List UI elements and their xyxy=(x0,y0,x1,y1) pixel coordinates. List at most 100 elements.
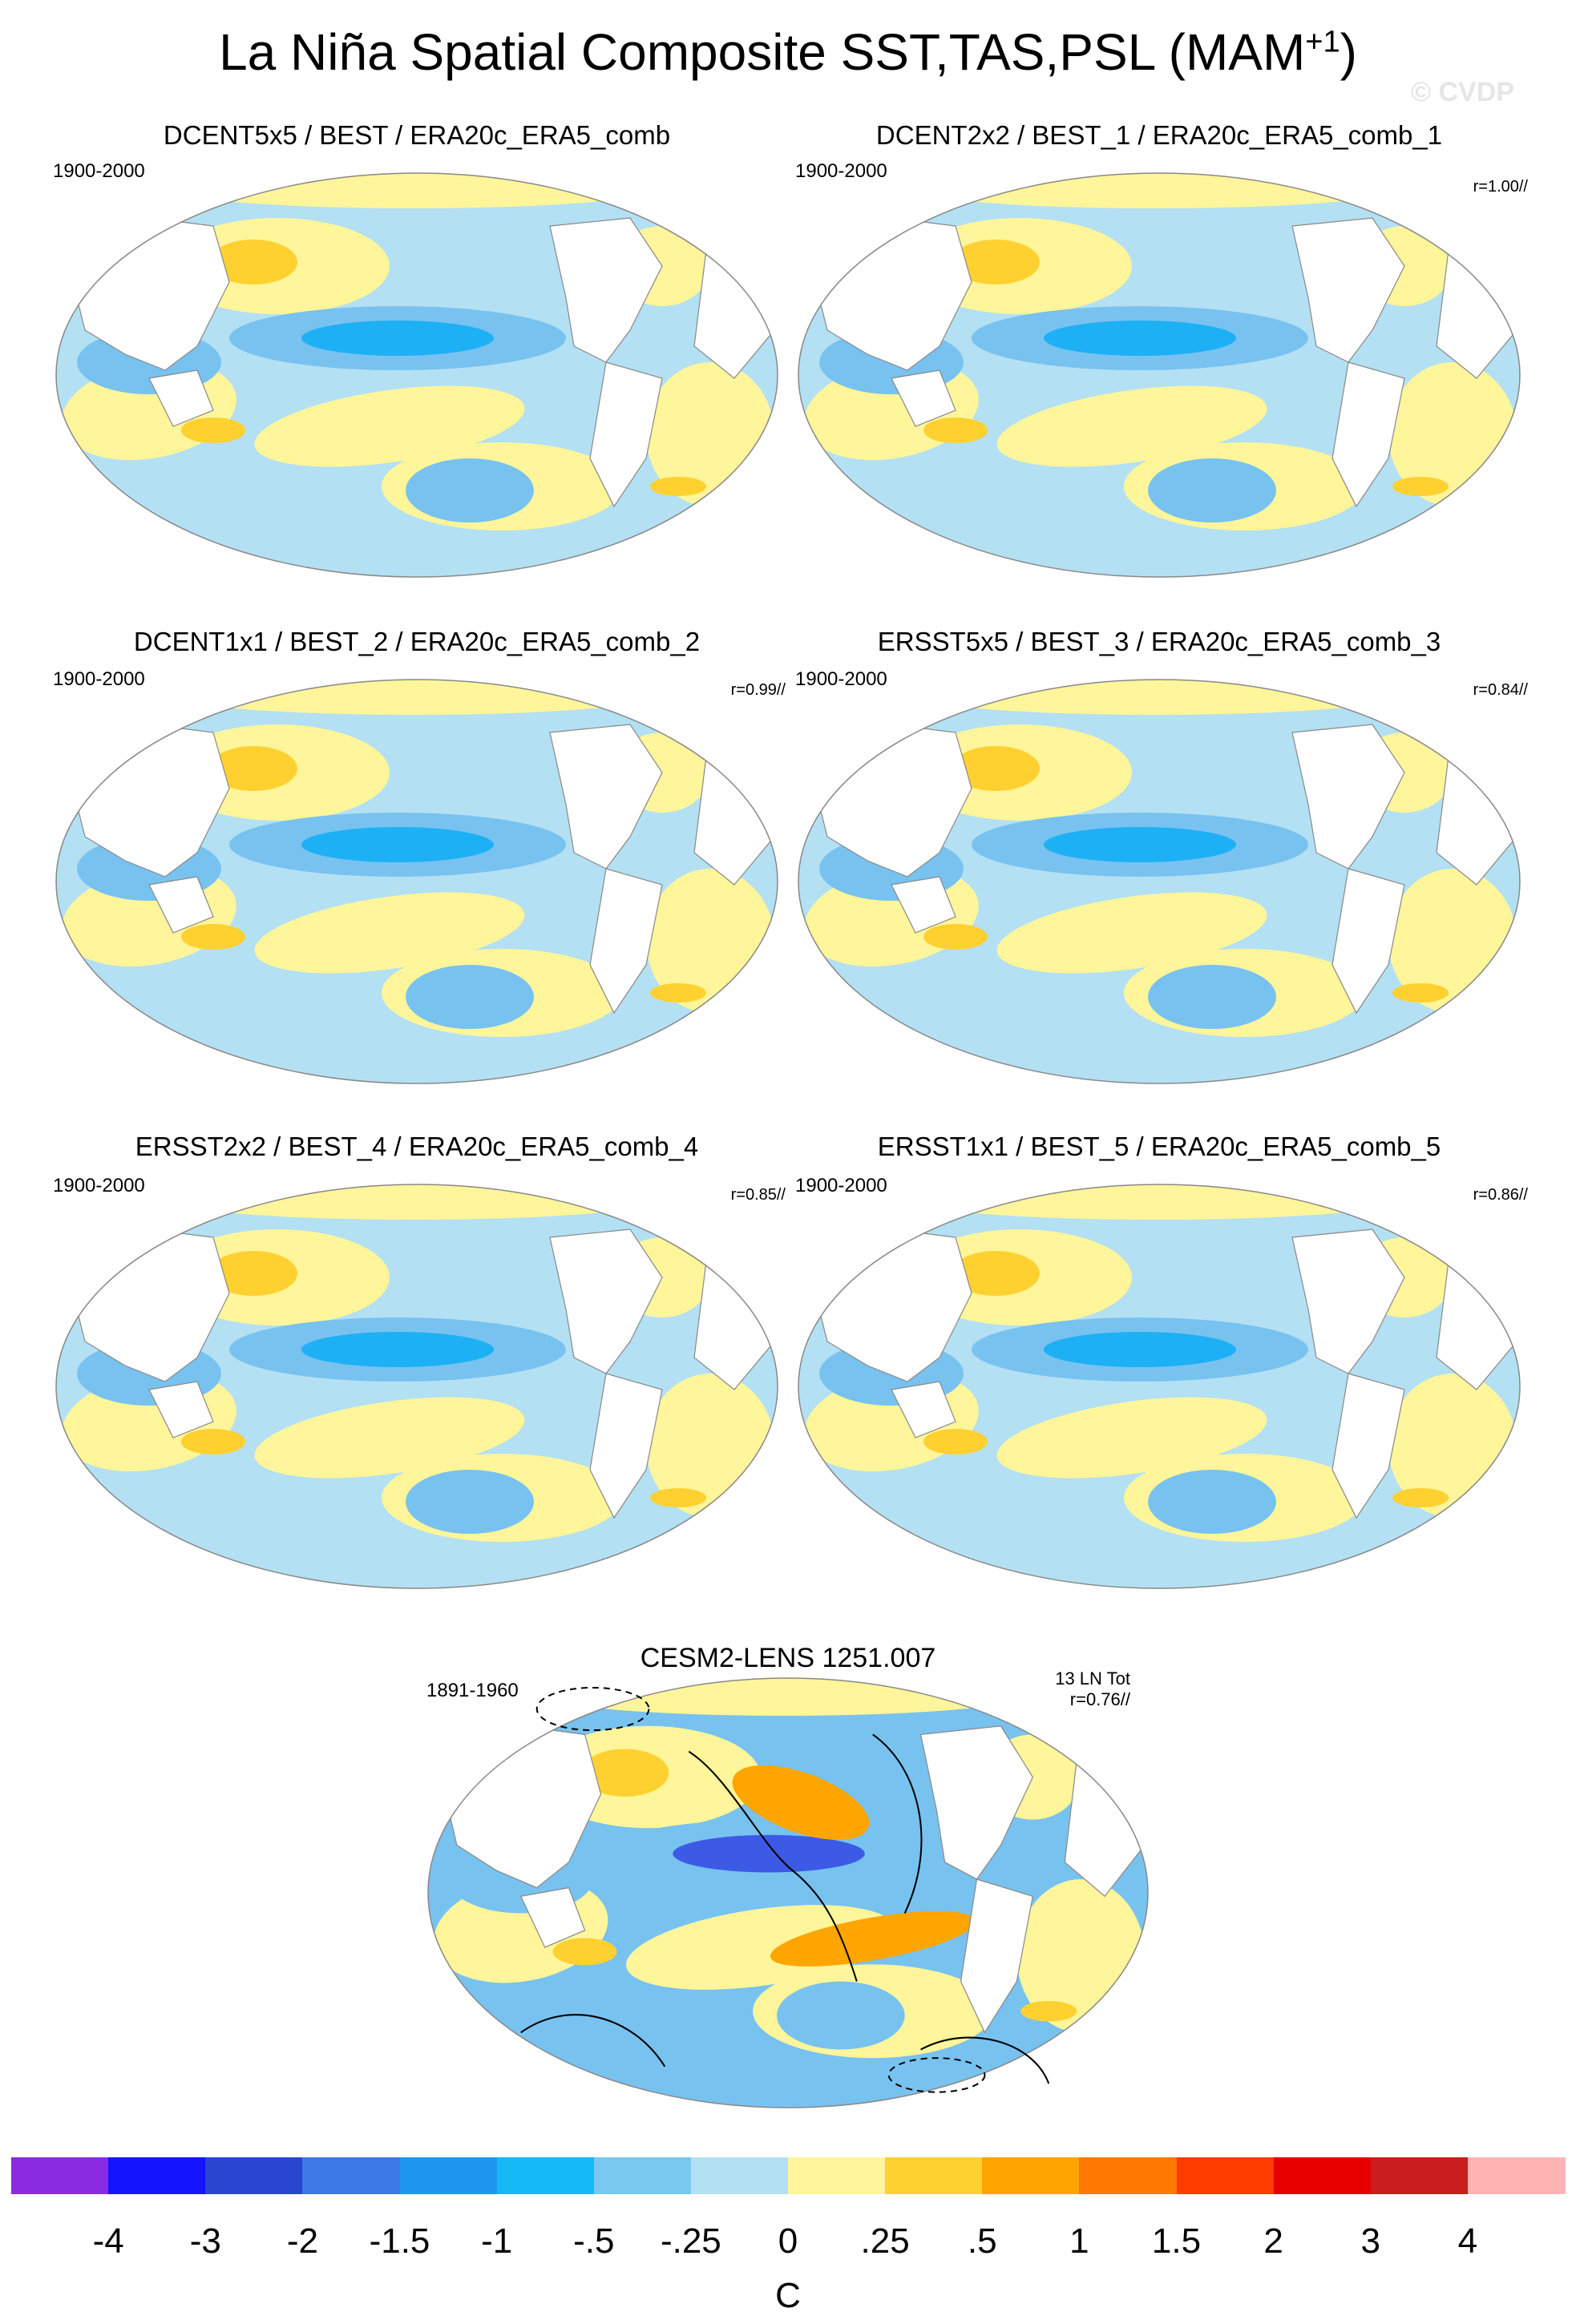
colorbar-segment xyxy=(205,2157,303,2194)
land-mass xyxy=(891,369,956,427)
colorbar-tick-label: -.5 xyxy=(573,2221,615,2261)
map-outline xyxy=(55,172,778,578)
panel-years: 1900-2000 xyxy=(53,1175,145,1196)
warm-north-pacific-core xyxy=(209,746,297,791)
warm-kuroshio-core xyxy=(732,1765,870,1840)
cool-south-pacific-cell xyxy=(1148,965,1276,1029)
map-fill-layer xyxy=(56,1184,778,1588)
warm-indian-core xyxy=(923,418,988,443)
warm-north-pacific-core xyxy=(952,746,1040,791)
panel-correlation: r=0.99// xyxy=(730,681,786,699)
panel-title: DCENT2x2 / BEST_1 / ERA20c_ERA5_comb_1 xyxy=(875,120,1443,150)
colorbar-tick-label: .5 xyxy=(967,2221,997,2261)
colorbar-tick-label: -.25 xyxy=(660,2221,721,2261)
figure-title: La Niña Spatial Composite SST,TAS,PSL (M… xyxy=(219,23,1357,81)
panel-years: 1900-2000 xyxy=(53,668,145,690)
map-ersst5x5 xyxy=(798,679,1521,1084)
cool-equatorial-core xyxy=(1044,321,1236,356)
colorbar-tick-label: -1.5 xyxy=(369,2221,430,2261)
colorbar-segment xyxy=(108,2157,206,2194)
land-mass xyxy=(1291,1229,1405,1374)
warm-south-atlantic-core xyxy=(1020,2000,1077,2022)
cool-equatorial-core xyxy=(301,321,494,356)
land-mass xyxy=(148,876,214,934)
land-mass xyxy=(1332,1373,1405,1519)
colorbar-units: C xyxy=(775,2276,801,2315)
land-mass xyxy=(1332,361,1405,508)
colorbar-tick-label: -1 xyxy=(481,2221,513,2261)
colorbar-tick-label: 2 xyxy=(1263,2221,1283,2261)
panel-years: 1900-2000 xyxy=(795,668,887,690)
warm-indian-core xyxy=(181,1429,245,1455)
land-mass xyxy=(919,1725,1034,1880)
cool-equatorial-core xyxy=(1044,1332,1236,1367)
warm-south-atlantic-core xyxy=(1392,1488,1449,1507)
map-outline xyxy=(798,172,1521,578)
colorbar-segment xyxy=(302,2157,400,2194)
land-mass xyxy=(1291,217,1405,363)
map-ersst1x1 xyxy=(798,1184,1521,1589)
panel-title: CESM2-LENS 1251.007 xyxy=(640,1643,936,1673)
panel-years: 1900-2000 xyxy=(795,160,887,182)
land-mass xyxy=(1291,724,1405,869)
map-dcent5x5 xyxy=(55,172,778,578)
warm-south-atlantic-core xyxy=(650,1488,706,1507)
panel-dcent2x2: DCENT2x2 / BEST_1 / ERA20c_ERA5_comb_1 1… xyxy=(790,120,1528,585)
warm-indian-core xyxy=(923,1429,988,1455)
cool-south-pacific-cell xyxy=(1148,1470,1276,1534)
cool-south-pacific-cell xyxy=(1148,458,1276,522)
panel-cesm2-lens: CESM2-LENS 1251.007 1891-1960 13 LN Tot … xyxy=(417,1643,1159,2116)
panel-years: 1891-1960 xyxy=(426,1680,519,1701)
panel-correlation: r=0.85// xyxy=(730,1186,786,1204)
panel-count: 13 LN Tot xyxy=(1055,1668,1130,1689)
map-dcent2x2 xyxy=(798,172,1521,578)
colorbar-segment xyxy=(885,2157,983,2194)
panel-dcent5x5: DCENT5x5 / BEST / ERA20c_ERA5_comb 1900-… xyxy=(48,120,786,585)
panel-title: ERSST1x1 / BEST_5 / ERA20c_ERA5_comb_5 xyxy=(877,1132,1441,1161)
panel-correlation: r=1.00// xyxy=(1473,178,1528,196)
land-mass xyxy=(589,868,663,1015)
cool-equatorial-core xyxy=(301,1332,494,1367)
map-fill-layer xyxy=(428,1678,1148,2108)
colorbar-segment xyxy=(496,2157,595,2194)
land-mass xyxy=(148,1381,214,1438)
land-mass xyxy=(1332,868,1405,1015)
land-mass xyxy=(148,369,214,427)
warm-indian-core xyxy=(552,1938,617,1966)
colorbar-tick-label: 1 xyxy=(1069,2221,1089,2261)
map-fill-layer xyxy=(56,173,778,577)
colorbar-tick-label: .25 xyxy=(860,2221,910,2261)
warm-north-pacific-core xyxy=(209,240,297,284)
colorbar-tick-label: -4 xyxy=(92,2221,124,2261)
warm-north-pacific-core xyxy=(952,240,1040,284)
map-outline xyxy=(55,679,778,1084)
map-outline xyxy=(798,1184,1521,1589)
colorbar-segment xyxy=(788,2157,886,2194)
land-mass xyxy=(549,1229,663,1374)
cool-south-pacific-cell xyxy=(777,1981,905,2050)
colorbar-segment xyxy=(1176,2157,1275,2194)
land-mass xyxy=(519,1886,586,1948)
warm-spcz-core xyxy=(770,1910,976,1967)
warm-south-atlantic-core xyxy=(650,477,706,496)
warm-indian-core xyxy=(923,924,988,950)
land-mass xyxy=(549,724,663,869)
panel-years: 1900-2000 xyxy=(795,1175,887,1196)
panel-title: ERSST2x2 / BEST_4 / ERA20c_ERA5_comb_4 xyxy=(135,1132,699,1161)
psl-contour-negative xyxy=(887,2057,986,2093)
colorbar-segment xyxy=(11,2157,109,2194)
warm-south-atlantic-core xyxy=(1392,983,1449,1003)
colorbar-tick-label: 3 xyxy=(1360,2221,1380,2261)
land-mass xyxy=(549,217,663,363)
colorbar xyxy=(11,2157,1566,2194)
land-mass xyxy=(891,876,956,934)
psl-contour xyxy=(920,2036,1050,2084)
colorbar-tick-label: -3 xyxy=(189,2221,221,2261)
panel-title: DCENT5x5 / BEST / ERA20c_ERA5_comb xyxy=(163,120,671,150)
cool-equatorial-core xyxy=(1044,827,1236,862)
colorbar-segment xyxy=(1370,2157,1469,2194)
cool-south-pacific-cell xyxy=(406,458,534,522)
colorbar-tick-label: -2 xyxy=(286,2221,318,2261)
colorbar-segment xyxy=(399,2157,498,2194)
panel-ersst1x1: ERSST1x1 / BEST_5 / ERA20c_ERA5_comb_5 1… xyxy=(790,1132,1528,1596)
